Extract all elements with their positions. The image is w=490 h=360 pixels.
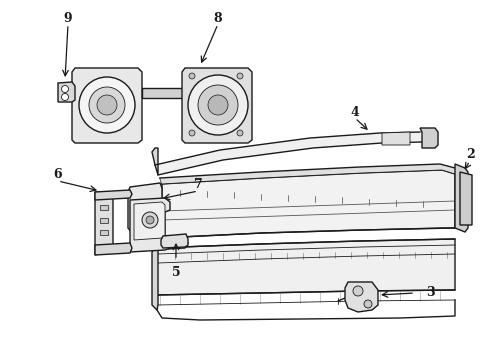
Polygon shape xyxy=(160,164,455,184)
Polygon shape xyxy=(130,198,170,252)
Text: 7: 7 xyxy=(194,179,202,192)
Circle shape xyxy=(237,73,243,79)
Circle shape xyxy=(188,75,248,135)
Circle shape xyxy=(142,212,158,228)
Polygon shape xyxy=(168,238,188,249)
Polygon shape xyxy=(72,68,142,143)
Polygon shape xyxy=(128,183,162,233)
Circle shape xyxy=(97,95,117,115)
Polygon shape xyxy=(152,248,158,310)
Polygon shape xyxy=(100,218,108,223)
Polygon shape xyxy=(182,68,252,143)
Circle shape xyxy=(364,300,372,308)
Circle shape xyxy=(146,216,154,224)
Polygon shape xyxy=(455,164,468,232)
Text: 4: 4 xyxy=(351,105,359,118)
Polygon shape xyxy=(100,205,108,210)
Circle shape xyxy=(89,87,125,123)
Text: 5: 5 xyxy=(172,266,180,279)
Circle shape xyxy=(62,85,69,93)
Polygon shape xyxy=(345,282,378,312)
Polygon shape xyxy=(155,239,455,295)
Polygon shape xyxy=(460,172,472,225)
Polygon shape xyxy=(134,202,165,240)
Polygon shape xyxy=(95,243,132,255)
Polygon shape xyxy=(100,230,108,235)
Polygon shape xyxy=(382,132,410,145)
Polygon shape xyxy=(152,148,158,175)
Text: 6: 6 xyxy=(54,168,62,181)
Circle shape xyxy=(79,77,135,133)
Circle shape xyxy=(237,130,243,136)
Polygon shape xyxy=(142,88,185,98)
Polygon shape xyxy=(58,82,75,102)
Circle shape xyxy=(208,95,228,115)
Circle shape xyxy=(189,130,195,136)
Circle shape xyxy=(353,286,363,296)
Text: 9: 9 xyxy=(64,12,73,24)
Text: 2: 2 xyxy=(466,148,474,162)
Polygon shape xyxy=(162,170,455,238)
Polygon shape xyxy=(161,234,188,248)
Circle shape xyxy=(62,94,69,100)
Circle shape xyxy=(189,73,195,79)
Text: 8: 8 xyxy=(214,12,222,24)
Text: 3: 3 xyxy=(426,287,434,300)
Polygon shape xyxy=(155,132,422,175)
Circle shape xyxy=(198,85,238,125)
Polygon shape xyxy=(95,190,132,200)
Polygon shape xyxy=(95,192,113,255)
Polygon shape xyxy=(420,128,438,148)
